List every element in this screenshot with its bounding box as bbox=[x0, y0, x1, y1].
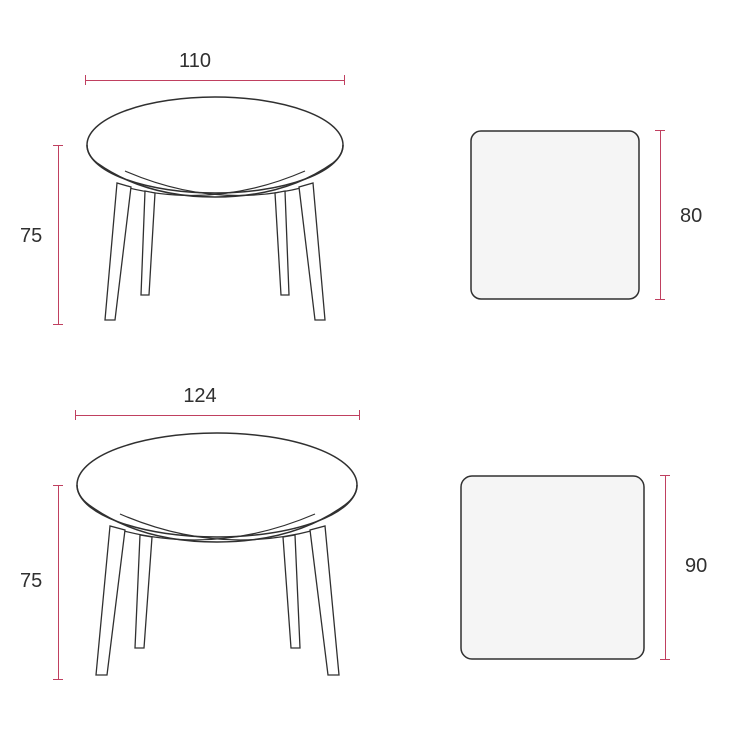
square-swatch-1 bbox=[470, 130, 640, 300]
table-drawing-1 bbox=[85, 95, 345, 325]
width-label-2: 124 bbox=[183, 385, 216, 408]
square-label-2: 90 bbox=[685, 555, 707, 578]
square-label-1: 80 bbox=[680, 205, 702, 228]
width-label-1: 110 bbox=[179, 50, 211, 73]
square-swatch-2 bbox=[460, 475, 645, 660]
height-dim-line-2 bbox=[58, 485, 59, 680]
height-dim-line-1 bbox=[58, 145, 59, 325]
height-label-1: 75 bbox=[20, 225, 42, 248]
width-dim-line-2 bbox=[75, 415, 360, 416]
height-label-2: 75 bbox=[20, 570, 42, 593]
width-dim-line-1 bbox=[85, 80, 345, 81]
table-drawing-2 bbox=[75, 430, 360, 680]
square-dim-line-2 bbox=[665, 475, 666, 660]
square-dim-line-1 bbox=[660, 130, 661, 300]
